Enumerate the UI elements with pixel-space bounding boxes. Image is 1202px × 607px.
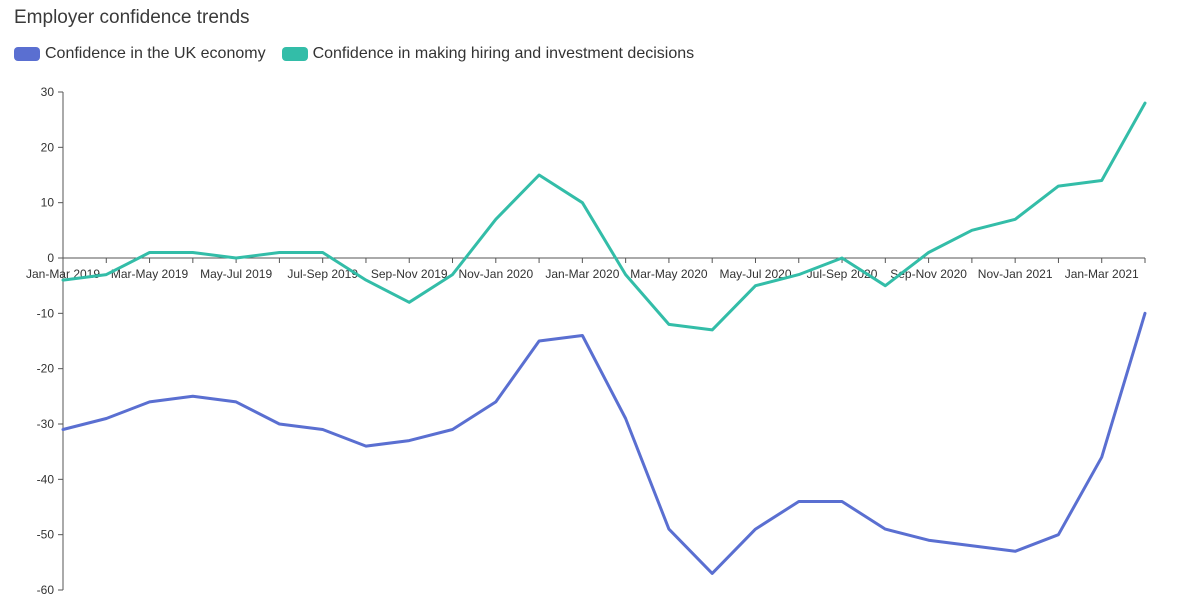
legend-label-hiring-investment: Confidence in making hiring and investme… — [312, 45, 695, 62]
x-tick-label: May-Jul 2019 — [200, 267, 272, 281]
y-tick-label: 10 — [41, 196, 55, 210]
legend-label-uk-economy: Confidence in the UK economy — [45, 45, 266, 62]
legend: Confidence in the UK economy Confidence … — [14, 45, 710, 63]
legend-swatch-uk-economy — [14, 47, 40, 61]
x-tick-label: May-Jul 2020 — [719, 267, 791, 281]
x-axis: Jan-Mar 2019 Mar-May 2019 May-Jul 2019 Jul-… — [26, 257, 1146, 281]
x-tick-label: Sep-Nov 2019 — [371, 267, 448, 281]
legend-swatch-hiring-investment — [281, 47, 308, 61]
legend-item-hiring-investment[interactable]: Confidence in making hiring and investme… — [281, 45, 695, 63]
series-line-hiring-investment — [61, 101, 1147, 332]
x-tick-label: Nov-Jan 2020 — [458, 267, 533, 281]
series-layer — [61, 101, 1147, 575]
y-tick-label: -10 — [37, 306, 55, 320]
y-tick-label: -50 — [37, 528, 55, 542]
y-tick-label: 20 — [41, 140, 55, 154]
x-tick-label: Mar-May 2020 — [630, 267, 708, 281]
x-tick-label: Nov-Jan 2021 — [978, 267, 1053, 281]
y-axis: 30 20 10 0 -10 -20 -30 -40 -50 -60 — [37, 85, 64, 597]
legend-item-uk-economy[interactable]: Confidence in the UK economy — [14, 45, 266, 63]
y-tick-label: 30 — [41, 85, 55, 99]
x-tick-label: Jan-Mar 2020 — [545, 267, 619, 281]
y-tick-label: -40 — [37, 472, 55, 486]
y-tick-label: -60 — [37, 583, 55, 597]
x-tick-label: Jan-Mar 2021 — [1065, 267, 1139, 281]
y-tick-label: -30 — [37, 417, 55, 431]
chart-title: Employer confidence trends — [14, 7, 250, 28]
y-tick-label: 0 — [47, 251, 54, 265]
series-line-uk-economy — [61, 311, 1147, 575]
y-tick-label: -20 — [37, 362, 55, 376]
x-tick-label: Sep-Nov 2020 — [890, 267, 967, 281]
x-tick-label: Mar-May 2019 — [111, 267, 189, 281]
x-tick-label: Jul-Sep 2019 — [287, 267, 358, 281]
